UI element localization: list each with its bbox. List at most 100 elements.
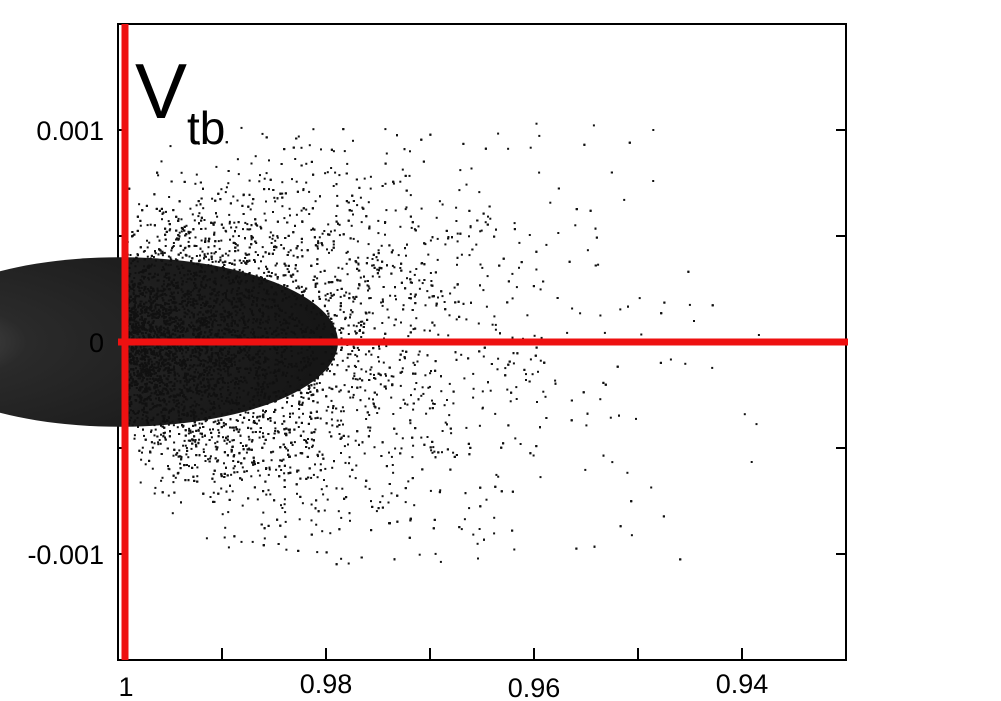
scatter-point (275, 334, 278, 337)
scatter-point (213, 407, 216, 409)
scatter-point (529, 358, 532, 361)
scatter-point (217, 397, 220, 400)
scatter-point (489, 217, 492, 220)
scatter-point (132, 410, 134, 412)
scatter-point (233, 454, 236, 456)
scatter-point (164, 245, 167, 247)
scatter-point (348, 292, 351, 295)
scatter-point (361, 206, 364, 209)
scatter-point (142, 364, 145, 367)
scatter-point (284, 432, 286, 435)
scatter-point (138, 203, 141, 206)
scatter-point (267, 489, 270, 492)
scatter-point (284, 322, 287, 325)
scatter-point (140, 373, 142, 376)
scatter-point (222, 269, 225, 272)
scatter-point (188, 324, 190, 326)
scatter-point (341, 406, 344, 409)
scatter-point (138, 287, 141, 290)
scatter-point (200, 408, 203, 411)
scatter-point (263, 277, 266, 280)
scatter-point (142, 335, 145, 337)
scatter-point (203, 384, 205, 387)
scatter-point (209, 496, 212, 498)
scatter-point (342, 311, 345, 314)
scatter-point (472, 387, 475, 390)
scatter-point (177, 287, 180, 289)
scatter-point (222, 436, 224, 439)
scatter-point (494, 323, 497, 326)
scatter-point (750, 461, 753, 463)
scatter-point (352, 300, 355, 303)
scatter-point (136, 412, 139, 415)
scatter-point (432, 402, 434, 405)
scatter-point (157, 443, 160, 446)
scatter-point (417, 353, 420, 356)
scatter-point (244, 354, 247, 356)
scatter-point (368, 414, 371, 416)
scatter-point (266, 332, 269, 335)
scatter-point (476, 542, 479, 545)
scatter-point (384, 128, 387, 131)
scatter-point (420, 436, 423, 439)
scatter-point (352, 324, 355, 327)
scatter-point (231, 490, 234, 493)
scatter-point (307, 392, 310, 395)
scatter-point (185, 281, 188, 283)
scatter-point (314, 428, 317, 431)
scatter-point (252, 363, 255, 366)
scatter-point (248, 289, 250, 292)
scatter-point (244, 367, 247, 370)
scatter-point (369, 175, 372, 178)
scatter-point (239, 297, 242, 300)
scatter-point (203, 254, 206, 257)
scatter-point (300, 291, 303, 294)
scatter-point (244, 257, 247, 259)
scatter-point (176, 336, 179, 339)
scatter-point (249, 369, 252, 372)
scatter-point (652, 129, 655, 131)
scatter-point (189, 207, 192, 210)
scatter-point (394, 209, 397, 212)
scatter-point (171, 247, 173, 250)
scatter-point (184, 380, 186, 383)
scatter-point (189, 316, 191, 319)
scatter-point (227, 511, 230, 514)
scatter-point (182, 249, 185, 252)
scatter-point (274, 200, 277, 203)
scatter-point (441, 295, 444, 298)
scatter-point (218, 336, 221, 339)
scatter-point (151, 467, 154, 470)
scatter-point (178, 319, 181, 322)
scatter-point (163, 315, 166, 318)
scatter-point (139, 377, 141, 380)
scatter-point (189, 429, 192, 432)
scatter-point (330, 167, 333, 169)
scatter-point (137, 326, 140, 329)
scatter-point (154, 330, 157, 333)
scatter-point (161, 297, 164, 300)
scatter-point (436, 237, 439, 240)
scatter-point (130, 262, 133, 265)
scatter-point (154, 428, 157, 431)
scatter-point (378, 347, 381, 350)
scatter-point (145, 308, 148, 310)
scatter-point (469, 225, 472, 228)
scatter-point (349, 353, 352, 356)
scatter-point (214, 251, 217, 253)
scatter-point (129, 373, 132, 376)
scatter-point (148, 368, 151, 371)
scatter-point (343, 150, 346, 153)
scatter-point (168, 278, 170, 281)
scatter-point (199, 426, 201, 429)
scatter-point (171, 295, 174, 298)
scatter-point (300, 396, 303, 398)
scatter-point (226, 359, 229, 362)
scatter-point (249, 208, 252, 211)
scatter-point (515, 386, 518, 389)
scatter-point (266, 383, 269, 386)
scatter-point (209, 305, 212, 308)
scatter-point (167, 423, 170, 426)
scatter-point (355, 261, 358, 264)
scatter-point (306, 304, 308, 307)
